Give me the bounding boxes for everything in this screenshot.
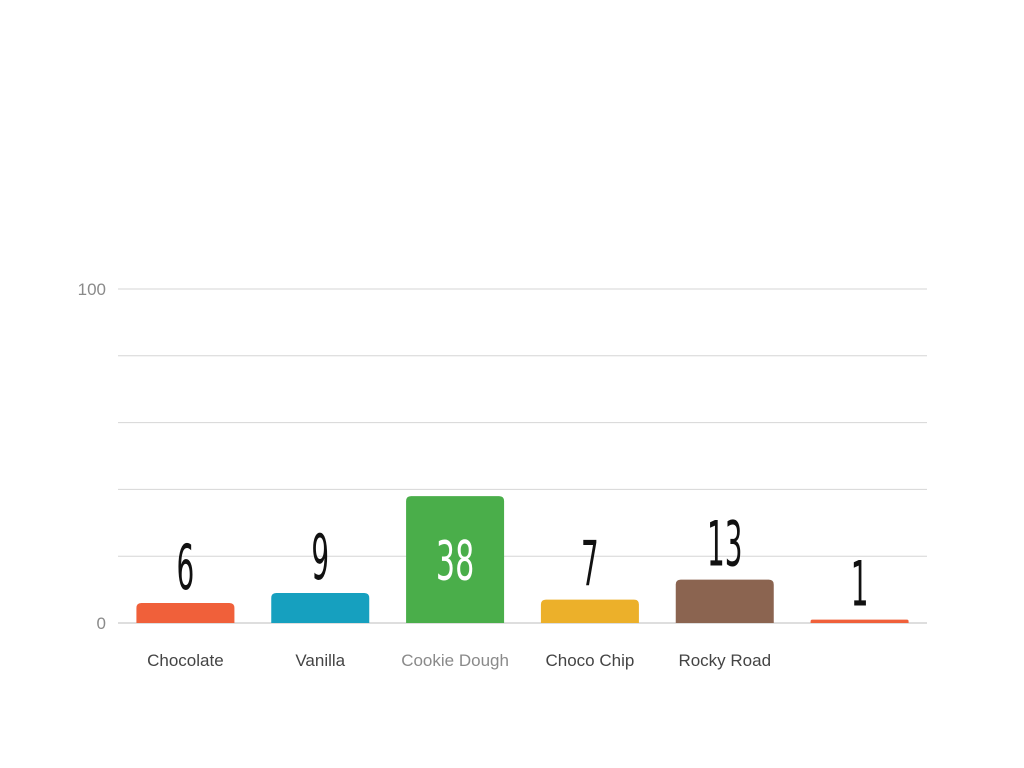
y-tick-label: 100: [78, 280, 106, 299]
bar-cookie-dough: [406, 496, 505, 623]
y-tick-label: 0: [97, 614, 106, 633]
x-tick-label: Chocolate: [147, 651, 224, 670]
data-label: 38: [436, 529, 474, 593]
x-tick-label: Choco Chip: [546, 651, 635, 670]
data-label: 7: [581, 529, 599, 601]
x-tick-label: Vanilla: [295, 651, 345, 670]
x-tick-label: Cookie Dough: [401, 651, 509, 670]
bar-choco-chip: [540, 599, 639, 623]
data-label: 1: [851, 549, 869, 621]
bar-unlabeled: [810, 619, 909, 623]
x-tick-label: Rocky Road: [678, 651, 771, 670]
data-label: 13: [707, 509, 742, 581]
bar-vanilla: [271, 592, 370, 623]
data-label: 9: [311, 522, 329, 594]
bar-chocolate: [136, 602, 235, 623]
data-label: 6: [177, 532, 195, 604]
bar-rocky-road: [675, 579, 774, 623]
